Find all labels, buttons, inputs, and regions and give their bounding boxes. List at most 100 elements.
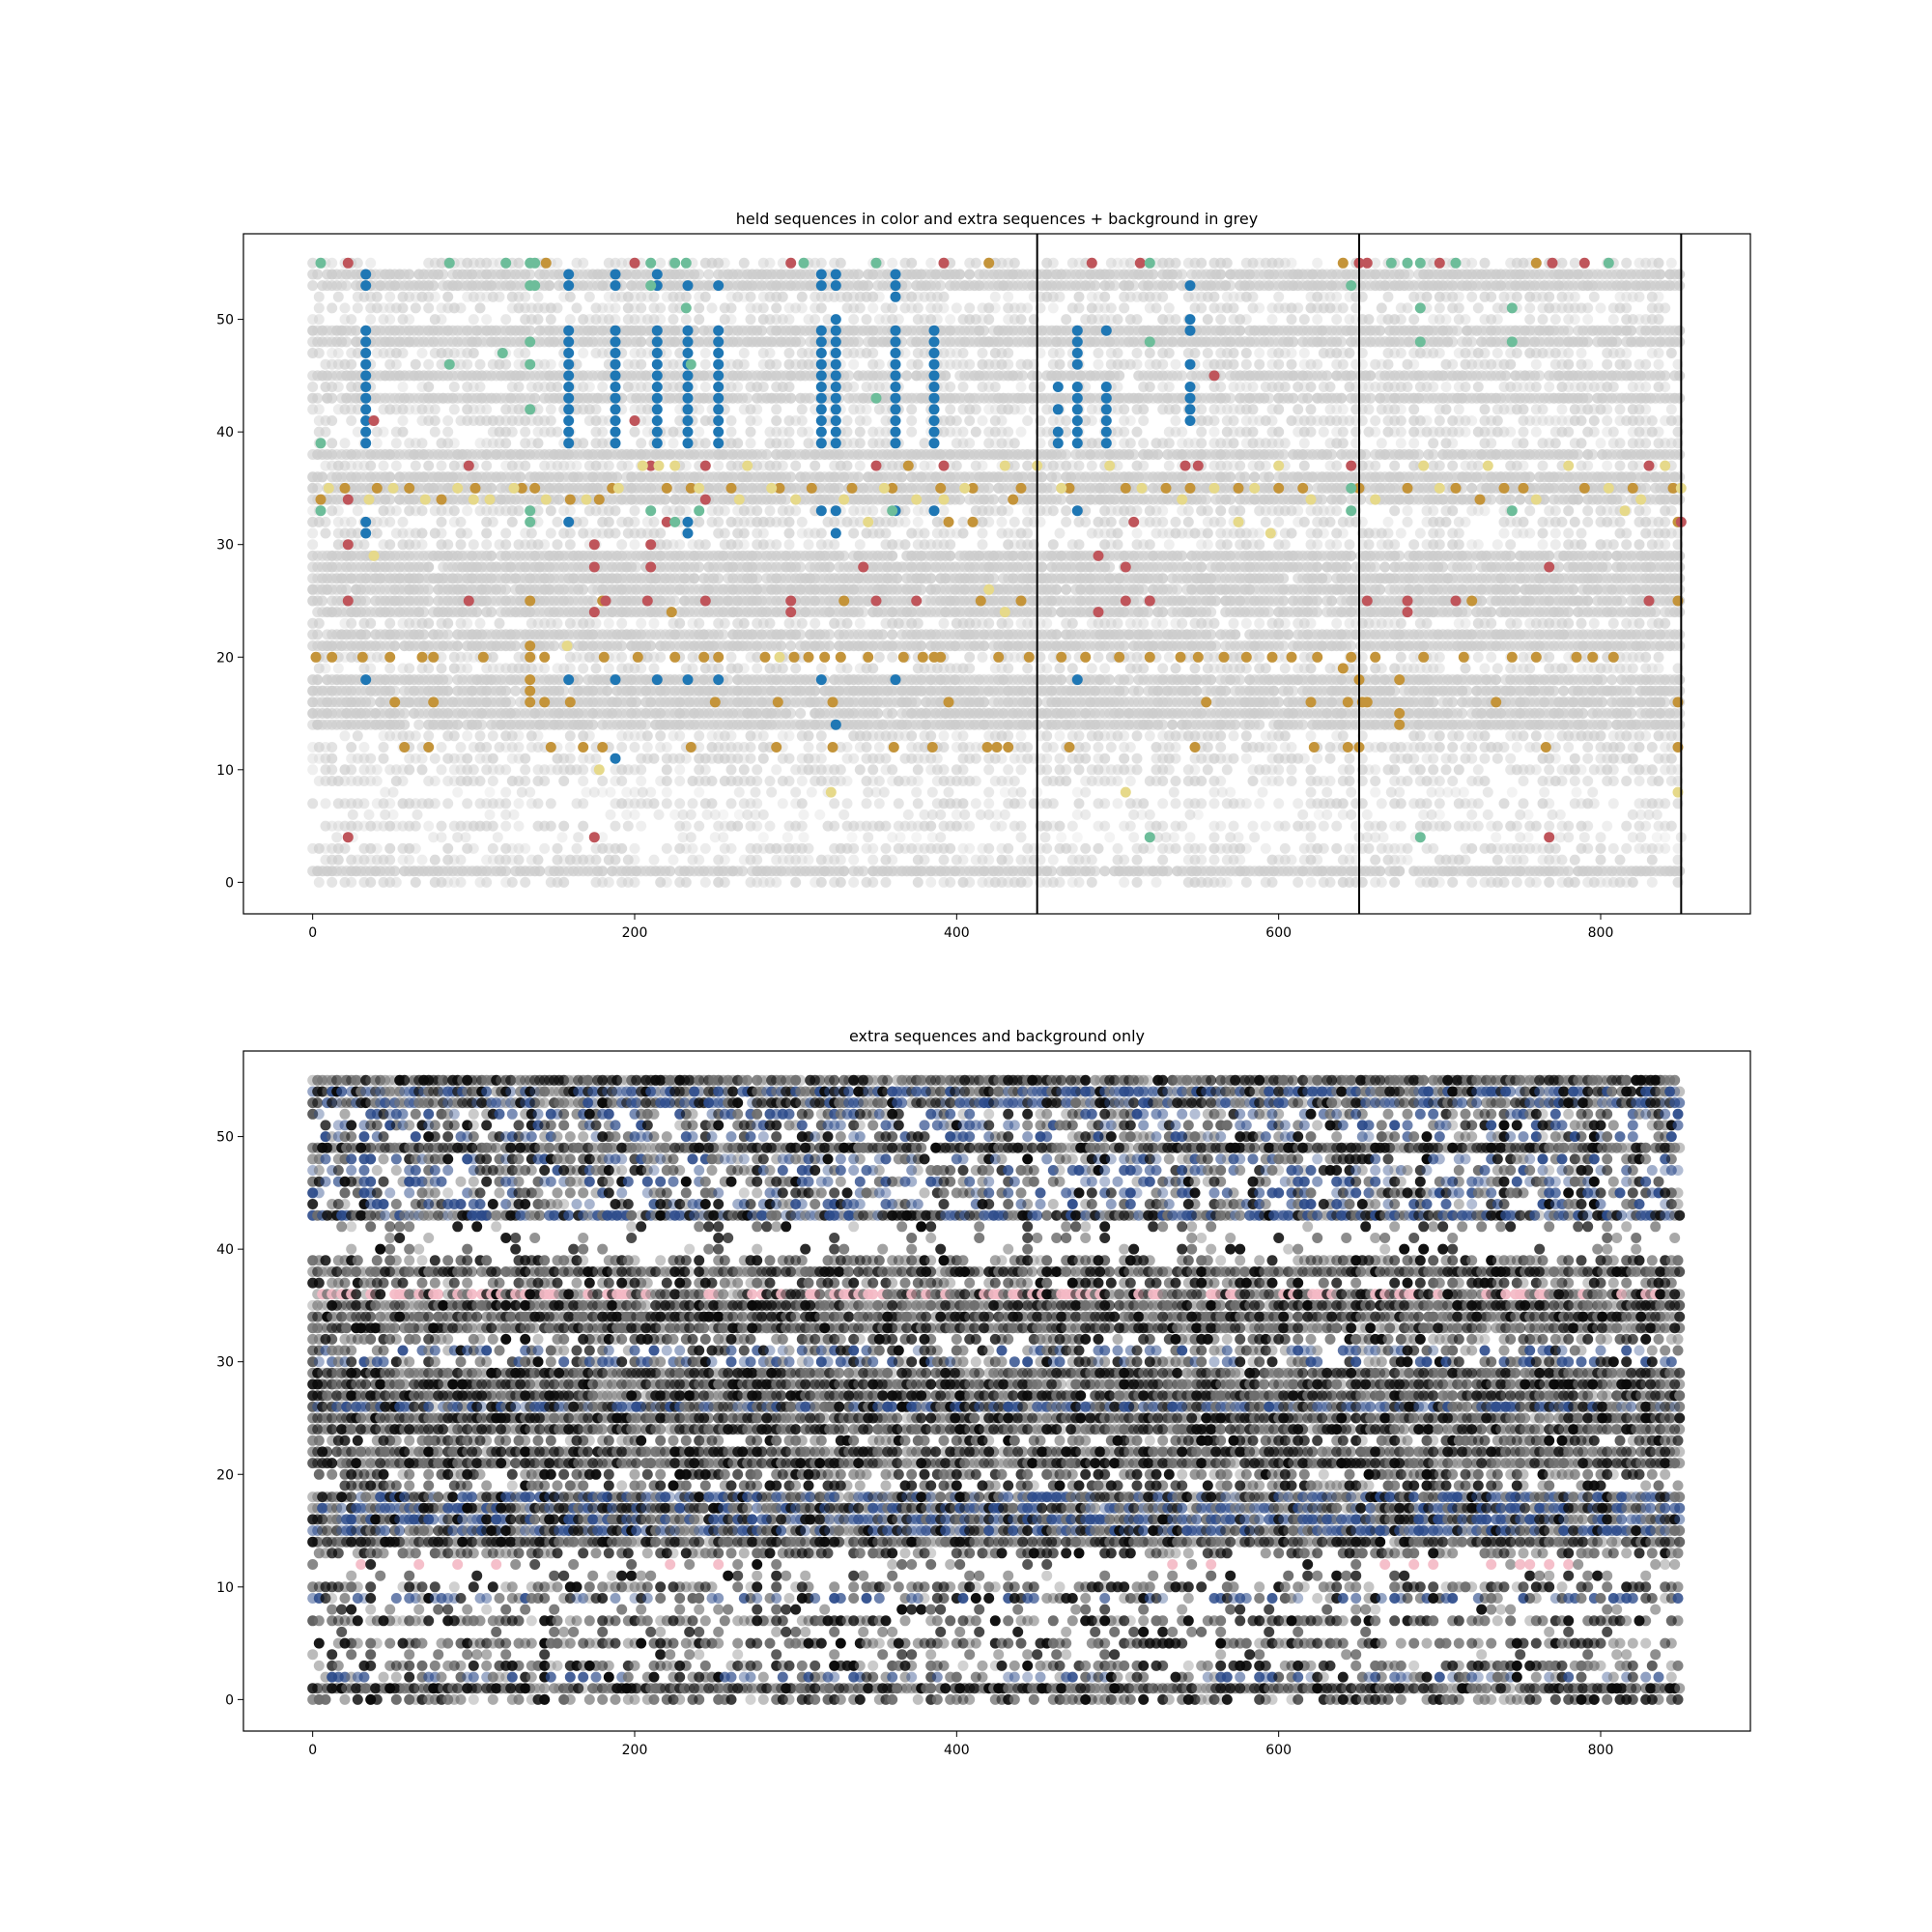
background-point xyxy=(1674,685,1686,696)
background-point xyxy=(1626,685,1637,696)
background-point xyxy=(1626,708,1637,719)
background-point xyxy=(1297,719,1309,730)
background-point xyxy=(1462,685,1473,696)
background-point xyxy=(1326,595,1338,607)
background-point xyxy=(452,719,464,730)
background-point xyxy=(694,561,705,573)
background-point xyxy=(1177,550,1188,561)
background-point xyxy=(384,494,396,505)
background-point xyxy=(795,629,807,640)
background-point xyxy=(1123,674,1135,686)
background-point xyxy=(1312,607,1323,618)
background-point xyxy=(1162,866,1174,877)
background-point xyxy=(785,392,797,404)
background-point xyxy=(824,640,836,652)
background-point xyxy=(1336,494,1348,505)
background-point xyxy=(979,640,990,652)
background-point xyxy=(389,866,401,877)
background-point xyxy=(795,561,807,573)
background-point xyxy=(327,392,338,404)
background-point xyxy=(1602,719,1613,730)
background-point xyxy=(616,640,628,652)
background-point xyxy=(611,471,623,483)
background-point xyxy=(983,482,995,494)
background-point xyxy=(1587,449,1599,460)
background-point xyxy=(1133,595,1145,607)
background-point xyxy=(1235,674,1246,686)
background-point xyxy=(1389,685,1401,696)
background-point xyxy=(737,866,749,877)
background-point xyxy=(723,674,734,686)
background-point xyxy=(916,640,927,652)
background-point xyxy=(1143,607,1154,618)
background-point xyxy=(1157,607,1169,618)
background-point xyxy=(1573,449,1584,460)
background-point xyxy=(1119,640,1130,652)
background-point xyxy=(718,629,729,640)
background-point xyxy=(312,392,324,404)
background-point xyxy=(418,629,430,640)
background-point xyxy=(1674,471,1686,483)
background-point xyxy=(887,629,898,640)
background-point xyxy=(1046,607,1058,618)
background-point xyxy=(534,866,546,877)
background-point xyxy=(1602,550,1613,561)
background-point xyxy=(713,573,724,584)
background-point xyxy=(549,640,560,652)
background-point xyxy=(1051,583,1063,595)
background-point xyxy=(500,866,512,877)
background-point xyxy=(1568,583,1579,595)
background-point xyxy=(312,629,324,640)
background-point xyxy=(317,595,328,607)
background-point xyxy=(1230,629,1241,640)
top-chart-panel: held sequences in color and extra sequen… xyxy=(216,210,1751,941)
background-point xyxy=(896,471,908,483)
background-point xyxy=(505,696,517,708)
background-point xyxy=(1288,685,1299,696)
background-point xyxy=(1674,866,1686,877)
background-point xyxy=(1051,629,1063,640)
background-point xyxy=(1505,550,1517,561)
background-point xyxy=(500,685,512,696)
background-point xyxy=(341,583,353,595)
background-point xyxy=(1037,471,1048,483)
background-point xyxy=(1225,494,1236,505)
background-point xyxy=(1573,494,1584,505)
background-point xyxy=(476,719,488,730)
background-point xyxy=(998,494,1009,505)
background-point xyxy=(399,708,411,719)
background-point xyxy=(1346,550,1357,561)
background-point xyxy=(554,494,565,505)
background-point xyxy=(1061,449,1072,460)
background-point xyxy=(1674,629,1686,640)
background-point xyxy=(810,685,821,696)
background-point xyxy=(1428,696,1439,708)
background-point xyxy=(1597,674,1608,686)
background-point xyxy=(452,640,464,652)
background-point xyxy=(858,607,869,618)
background-point xyxy=(1341,561,1352,573)
background-point xyxy=(1264,471,1275,483)
background-point xyxy=(1264,607,1275,618)
background-point xyxy=(1640,482,1652,494)
background-point xyxy=(1428,449,1439,460)
background-point xyxy=(1346,640,1357,652)
background-point xyxy=(911,696,923,708)
background-point xyxy=(776,640,787,652)
background-point xyxy=(689,573,700,584)
background-point xyxy=(1278,595,1290,607)
background-point xyxy=(423,561,435,573)
background-point xyxy=(1563,607,1575,618)
background-point xyxy=(1278,573,1290,584)
background-point xyxy=(1674,674,1686,686)
background-point xyxy=(1312,561,1323,573)
background-point xyxy=(1167,719,1179,730)
background-point xyxy=(1413,449,1425,460)
background-point xyxy=(515,471,526,483)
background-point xyxy=(1674,449,1686,460)
background-point xyxy=(1447,696,1459,708)
background-point xyxy=(1457,708,1468,719)
background-point xyxy=(631,561,642,573)
background-point xyxy=(360,629,372,640)
